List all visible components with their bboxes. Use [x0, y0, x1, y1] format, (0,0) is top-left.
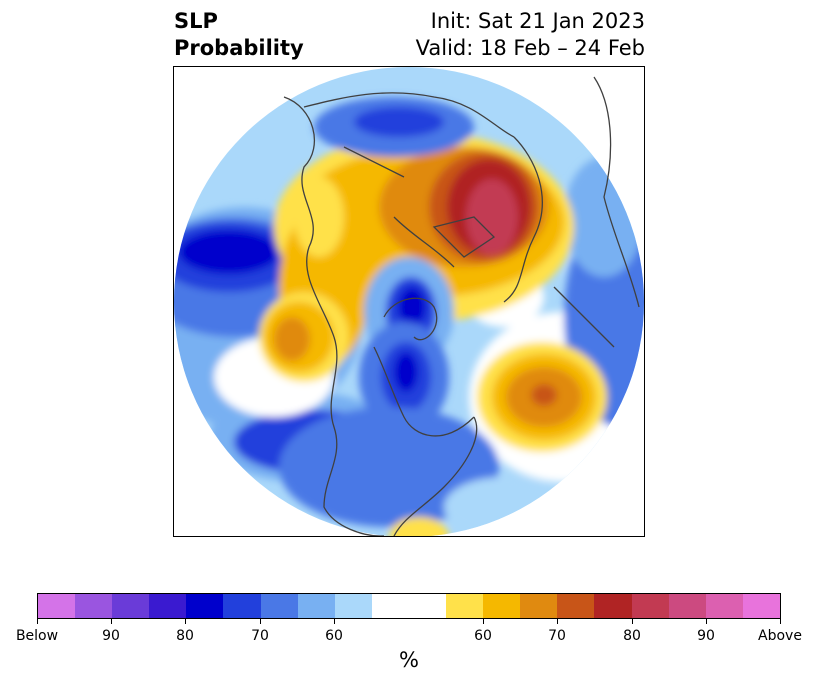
colorbar-segment [371, 594, 409, 618]
colorbar-tick [557, 619, 558, 624]
forecast-dates: Init: Sat 21 Jan 2023 Valid: 18 Feb – 24… [416, 8, 645, 62]
colorbar-segment [557, 594, 595, 618]
map-title: SLP Probability [174, 8, 304, 62]
colorbar-segment [186, 594, 224, 618]
colorbar-segment [668, 594, 706, 618]
title-line-variable: SLP [174, 9, 218, 33]
init-date: Init: Sat 21 Jan 2023 [430, 9, 645, 33]
colorbar-segment [631, 594, 669, 618]
colorbar-segment [446, 594, 484, 618]
colorbar-tick-label: 90 [697, 628, 715, 644]
colorbar-segment [112, 594, 150, 618]
colorbar-tick-label: 90 [102, 628, 120, 644]
colorbar-tick [706, 619, 707, 624]
colorbar-segment [408, 594, 447, 618]
title-line-type: Probability [174, 36, 304, 60]
colorbar-tick [111, 619, 112, 624]
colorbar [37, 593, 781, 619]
colorbar-tick-label: 60 [325, 628, 343, 644]
colorbar-segment [334, 594, 372, 618]
colorbar-segment [594, 594, 632, 618]
colorbar-tick-label: 60 [474, 628, 492, 644]
colorbar-tick-label: 70 [251, 628, 269, 644]
colorbar-tick [483, 619, 484, 624]
colorbar-tick-label: Below [15, 628, 59, 644]
colorbar-segment [149, 594, 187, 618]
colorbar-unit: % [399, 648, 419, 672]
colorbar-segment [223, 594, 261, 618]
colorbar-tick-label: 80 [623, 628, 641, 644]
colorbar-segment [260, 594, 298, 618]
colorbar-tick-label: Above [758, 628, 802, 644]
colorbar-tick-label: 70 [548, 628, 566, 644]
map-panel [173, 66, 645, 537]
probability-field [174, 67, 644, 536]
colorbar-segment [483, 594, 521, 618]
colorbar-segment [742, 594, 780, 618]
valid-range: Valid: 18 Feb – 24 Feb [415, 36, 645, 60]
colorbar-tick [780, 619, 781, 624]
colorbar-segment [75, 594, 113, 618]
colorbar-tick-label: 80 [176, 628, 194, 644]
colorbar-tick [260, 619, 261, 624]
polar-map [174, 67, 644, 536]
colorbar-tick [334, 619, 335, 624]
colorbar-segment [297, 594, 335, 618]
coastlines [283, 76, 640, 536]
colorbar-tick [185, 619, 186, 624]
colorbar-tick [37, 619, 38, 624]
colorbar-segment [705, 594, 743, 618]
colorbar-segment [38, 594, 76, 618]
colorbar-segment [520, 594, 558, 618]
colorbar-tick [632, 619, 633, 624]
